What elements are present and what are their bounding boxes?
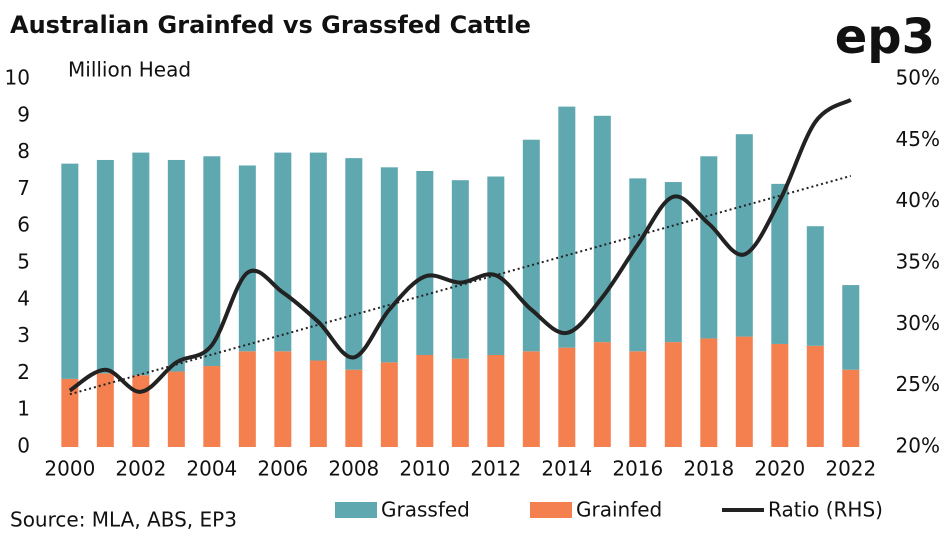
x-tick-label: 2020 <box>754 457 805 481</box>
y-tick-label: 0 <box>17 434 30 458</box>
y-tick-label: 5 <box>17 250 30 274</box>
bar <box>167 371 185 447</box>
x-tick-label: 2022 <box>825 457 876 481</box>
x-tick-label: 2008 <box>328 457 379 481</box>
y-tick-label: 9 <box>17 102 30 126</box>
y-axis-label: Million Head <box>68 58 191 82</box>
x-tick-label: 2002 <box>115 457 166 481</box>
x-tick-label: 2018 <box>683 457 734 481</box>
legend-swatch <box>530 502 572 518</box>
y-tick-label: 8 <box>17 139 30 163</box>
bar <box>309 152 327 361</box>
legend-label: Grassfed <box>381 498 470 522</box>
logo: ep3 <box>835 9 935 65</box>
x-tick-label: 2012 <box>470 457 521 481</box>
legend-label: Grainfed <box>576 498 662 522</box>
y-tick-label: 4 <box>17 286 30 310</box>
bar <box>132 152 150 376</box>
ratio-line <box>68 98 852 394</box>
bar <box>629 178 647 352</box>
y2-tick-label: 45% <box>896 127 940 151</box>
x-tick-label: 2016 <box>612 457 663 481</box>
y2-tick-label: 30% <box>896 311 940 335</box>
bar <box>806 345 824 447</box>
y2-tick-label: 40% <box>896 188 940 212</box>
y-tick-label: 6 <box>17 213 30 237</box>
bar <box>380 362 398 447</box>
bar <box>842 285 860 370</box>
x-tick-label: 2014 <box>541 457 592 481</box>
y-tick-label: 1 <box>17 397 30 421</box>
bar <box>771 183 789 344</box>
bar <box>451 358 469 447</box>
bar <box>167 159 185 372</box>
bar <box>806 226 824 346</box>
bar <box>416 355 434 447</box>
bar <box>345 158 363 370</box>
bar <box>735 134 753 337</box>
x-tick-label: 2004 <box>186 457 237 481</box>
bar <box>487 176 505 355</box>
bar <box>61 378 79 447</box>
bar <box>274 351 292 447</box>
bar <box>522 139 540 352</box>
legend-label: Ratio (RHS) <box>768 498 883 522</box>
bar <box>274 152 292 352</box>
bar <box>96 159 114 374</box>
y-tick-label: 3 <box>17 323 30 347</box>
source: Source: MLA, ABS, EP3 <box>10 508 237 532</box>
bar <box>451 180 469 359</box>
bar <box>558 347 576 447</box>
bar <box>203 366 221 447</box>
bar <box>345 369 363 447</box>
bar <box>238 351 256 447</box>
legend-swatch <box>335 502 377 518</box>
bar <box>96 373 114 447</box>
bar <box>238 165 256 352</box>
chart-title: Australian Grainfed vs Grassfed Cattle <box>10 11 531 39</box>
x-tick-label: 2006 <box>257 457 308 481</box>
bar <box>593 115 611 343</box>
y2-tick-label: 25% <box>896 372 940 396</box>
bar <box>558 106 576 348</box>
y-tick-label: 7 <box>17 176 30 200</box>
bar <box>416 171 434 355</box>
y2-tick-label: 35% <box>896 250 940 274</box>
y-tick-label: 10 <box>5 66 30 90</box>
bar <box>664 182 682 343</box>
bar <box>132 375 150 447</box>
trendline <box>69 174 852 396</box>
bar <box>380 167 398 363</box>
bar <box>700 338 718 447</box>
bar <box>700 156 718 339</box>
bar <box>309 360 327 447</box>
bar <box>593 342 611 447</box>
bar <box>771 343 789 447</box>
x-tick-label: 2000 <box>44 457 95 481</box>
bar <box>735 336 753 447</box>
bar <box>842 369 860 447</box>
y-tick-label: 2 <box>17 360 30 384</box>
bar <box>664 342 682 447</box>
bar <box>522 351 540 447</box>
bar <box>629 351 647 447</box>
bar <box>61 163 79 379</box>
y2-tick-label: 20% <box>896 434 940 458</box>
x-tick-label: 2010 <box>399 457 450 481</box>
bar <box>487 355 505 447</box>
bar <box>203 156 221 367</box>
y2-tick-label: 50% <box>896 66 940 90</box>
